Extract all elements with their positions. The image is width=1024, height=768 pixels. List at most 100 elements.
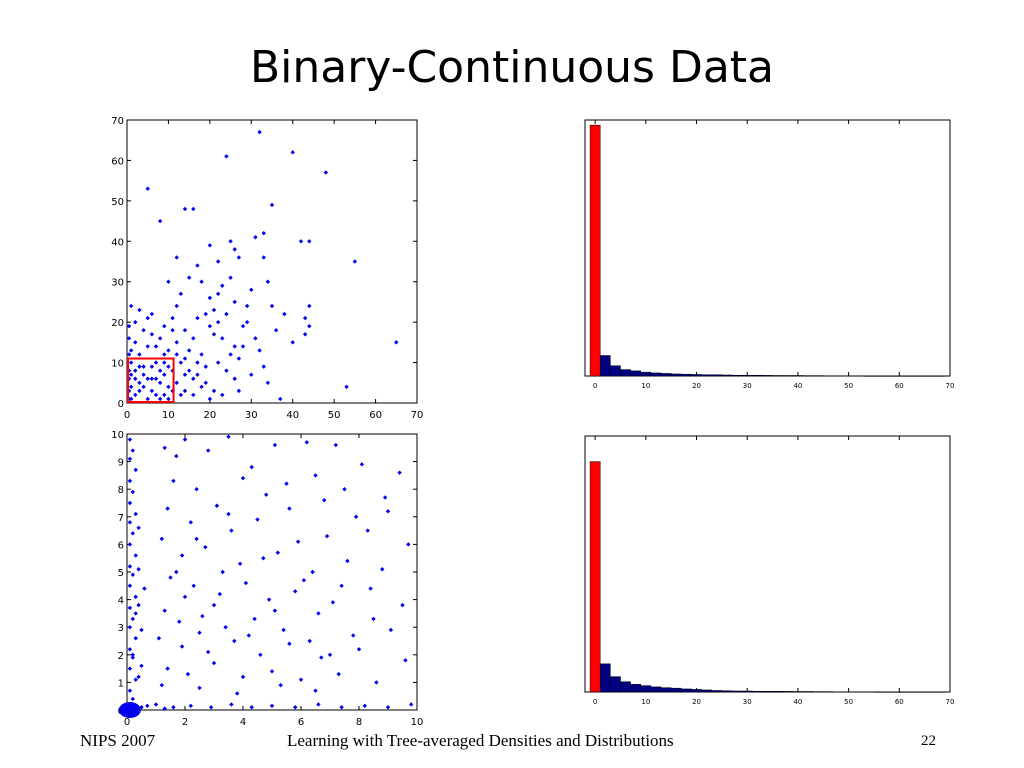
data-point [185,671,191,677]
histogram-bar [691,374,702,377]
histogram-bar [853,691,865,693]
data-point [141,328,146,333]
data-point [174,380,179,385]
data-point [191,206,196,212]
data-point [330,600,336,605]
data-point [304,440,309,445]
y-tick-label: 1 [118,678,124,689]
data-point [313,688,318,693]
data-point [249,372,254,377]
histogram-bar [812,691,824,693]
data-point [236,255,242,260]
histogram-bar [893,375,905,377]
histogram-bar [792,691,804,693]
y-tick-label: 2 [118,651,124,662]
data-point [307,323,312,329]
data-point [253,235,258,240]
data-point [141,364,146,369]
histogram-bar [782,375,794,377]
histogram-bar [731,690,743,693]
histogram-bar [741,690,753,693]
data-point [261,231,266,236]
data-point [344,384,349,390]
histogram-bar [741,374,753,377]
data-point [339,705,344,710]
data-point [226,434,231,439]
data-point [171,705,176,710]
data-point [166,396,171,402]
x-tick-label: 10 [641,698,650,706]
x-tick-label: 10 [641,382,650,390]
data-point [141,384,146,390]
x-tick-label: 2 [182,717,188,728]
histogram-bar [640,371,652,377]
data-point [203,364,208,369]
data-point [174,453,179,459]
y-tick-label: 4 [118,596,124,607]
data-point [211,307,217,313]
data-point [409,702,414,707]
data-point [128,360,134,365]
data-point [295,539,301,544]
x-tick-label: 6 [298,717,304,728]
data-point [133,392,138,398]
data-point [228,239,233,244]
histogram-bar [904,375,915,377]
data-point [137,352,142,357]
data-point [186,348,192,353]
data-point [127,478,133,484]
data-point [191,336,196,341]
histogram-bar [630,370,642,377]
data-point [195,263,200,268]
data-point [199,352,204,357]
footer-paper-title: Learning with Tree-averaged Densities an… [287,731,674,750]
data-point [228,275,233,280]
data-point [278,396,283,402]
data-point [130,655,135,660]
data-point [236,356,242,361]
x-tick-label: 20 [692,382,701,390]
data-point [168,575,173,580]
data-point [128,348,134,353]
histogram-bar [670,687,682,693]
data-point [240,674,246,680]
data-point [153,360,159,365]
histogram-bar [681,688,692,693]
data-point [323,170,329,175]
data-point [220,283,225,288]
data-point [203,311,208,317]
data-point [287,506,292,511]
histogram-bar [883,375,895,377]
data-point [139,705,144,710]
data-point [133,677,138,682]
histogram-bar [762,690,773,693]
histogram-bars [589,124,946,377]
data-point [240,475,246,481]
data-point [127,688,133,693]
data-point [232,344,237,349]
data-point [157,380,163,385]
data-point [149,332,155,337]
data-point [269,303,275,309]
data-point [130,448,135,453]
data-point [313,473,318,478]
data-point [157,218,163,224]
x-tick-label: 0 [124,410,130,421]
data-point [126,323,132,329]
data-point [136,567,141,572]
histogram-bar [711,374,723,377]
histogram-bar [711,690,723,693]
data-point [342,487,347,492]
data-point [137,364,142,369]
data-point [240,344,246,349]
histogram-bar [731,374,743,377]
data-point [149,376,155,381]
data-point [133,467,138,473]
x-tick-label: 50 [844,382,853,390]
data-point [244,303,250,309]
data-point [211,602,217,608]
data-point [165,506,170,511]
histogram-bar [620,681,631,693]
histogram-bar [853,375,865,377]
data-point [272,442,278,448]
